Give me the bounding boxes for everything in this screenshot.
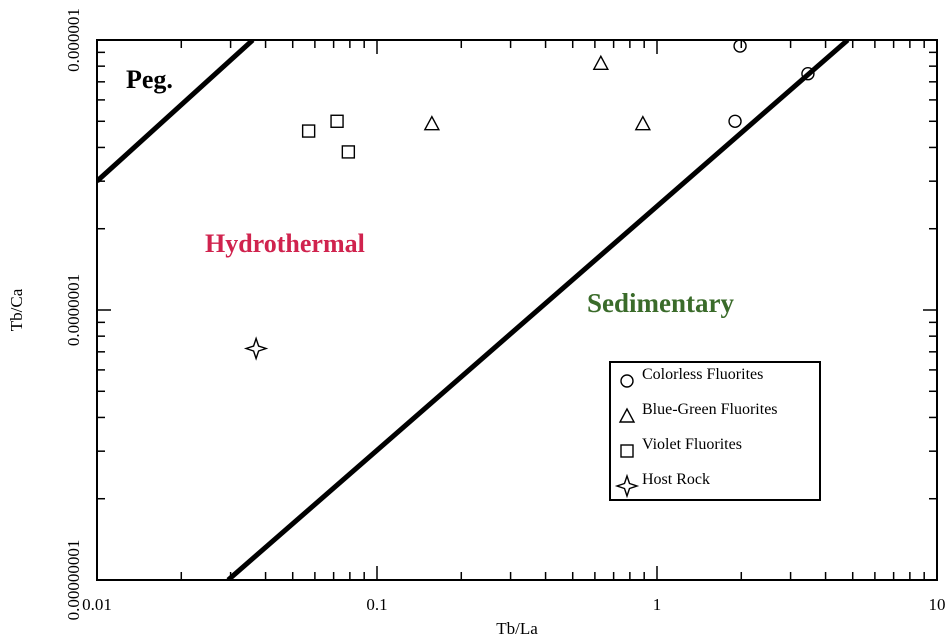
point bbox=[301, 124, 316, 138]
point bbox=[801, 67, 815, 81]
legend-label: Colorless Fluorites bbox=[642, 366, 763, 383]
legend-label: Violet Fluorites bbox=[642, 436, 742, 453]
legend-label: Blue-Green Fluorites bbox=[642, 401, 778, 418]
legend-marker bbox=[614, 473, 640, 499]
x-tick-label: 0.01 bbox=[82, 595, 112, 614]
y-tick-label: 0.0000001 bbox=[64, 274, 83, 346]
point bbox=[341, 145, 356, 159]
legend-marker bbox=[618, 407, 636, 423]
region-label: Hydrothermal bbox=[205, 229, 365, 258]
point bbox=[733, 39, 747, 53]
boundary-line bbox=[226, 40, 850, 580]
point bbox=[728, 114, 742, 128]
legend-label: Host Rock bbox=[642, 471, 710, 488]
x-axis-label: Tb/La bbox=[496, 619, 538, 638]
point bbox=[423, 115, 441, 131]
legend-marker bbox=[620, 444, 634, 458]
plot-frame bbox=[96, 39, 938, 581]
point bbox=[243, 336, 269, 361]
y-tick-label: 0.000001 bbox=[64, 8, 83, 72]
x-tick-label: 0.1 bbox=[366, 595, 387, 614]
region-label: Sedimentary bbox=[587, 288, 734, 318]
point bbox=[330, 114, 344, 128]
y-axis-label: Tb/Ca bbox=[7, 288, 26, 331]
legend-box bbox=[609, 361, 821, 501]
point bbox=[634, 115, 652, 131]
y-tick-label: 0.00000001 bbox=[64, 540, 83, 621]
legend-marker bbox=[620, 374, 634, 388]
region-label: Peg. bbox=[126, 65, 173, 94]
x-tick-label: 1 bbox=[653, 595, 662, 614]
point bbox=[592, 54, 609, 70]
x-tick-label: 10 bbox=[929, 595, 946, 614]
boundary-line bbox=[97, 40, 255, 184]
